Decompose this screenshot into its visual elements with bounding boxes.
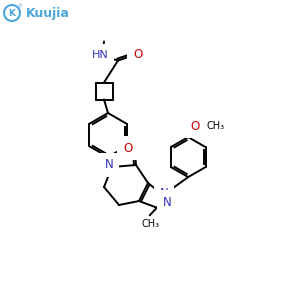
Text: O: O (134, 48, 142, 61)
Text: K: K (8, 8, 16, 17)
Text: CH₃: CH₃ (142, 219, 160, 229)
Text: ®: ® (17, 4, 22, 9)
Text: O: O (190, 120, 200, 133)
Text: Kuujia: Kuujia (26, 7, 70, 20)
Text: HN: HN (92, 50, 108, 59)
Text: N: N (105, 158, 113, 172)
Text: N: N (163, 196, 171, 209)
Text: O: O (123, 142, 133, 154)
Text: N: N (160, 187, 169, 200)
Text: CH₃: CH₃ (206, 121, 224, 131)
